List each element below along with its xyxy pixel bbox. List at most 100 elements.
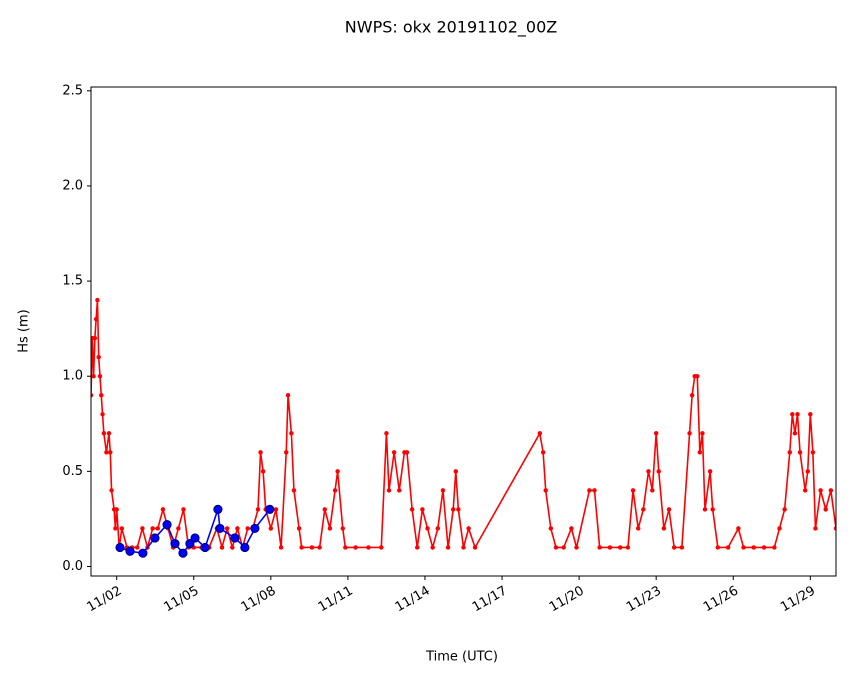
point [322,507,328,512]
point [802,488,808,493]
point [185,539,195,549]
point [91,373,96,379]
point [653,431,659,436]
point [671,545,677,550]
point [697,450,703,455]
point [224,526,230,531]
point [92,335,98,341]
x-tick-label: 11/05 [162,584,202,616]
point [472,545,478,550]
x-tick-label: 11/29 [778,584,818,616]
point [792,431,798,436]
point [104,450,109,455]
point [230,545,235,550]
point [787,450,793,455]
point [353,545,358,550]
point [597,545,602,550]
point [813,526,818,531]
point [379,545,384,550]
point [689,392,695,398]
point [289,431,294,436]
y-tick-label: 0.5 [62,464,83,479]
point [170,539,180,549]
point [178,548,188,558]
point [327,526,333,531]
point [561,545,566,550]
point [736,526,741,531]
point [808,412,813,417]
point [113,526,118,531]
x-tick-label: 11/14 [393,584,433,616]
point [190,533,200,543]
point [100,412,105,417]
point [607,545,613,550]
point [250,523,260,534]
series-line [91,300,836,551]
point [725,545,731,550]
point [245,526,250,531]
point [666,507,672,512]
point [255,507,261,512]
point [296,526,302,531]
point [125,546,135,556]
point [553,545,559,550]
point [440,488,446,493]
point [106,431,112,436]
point [702,507,708,512]
point [181,507,186,512]
point [93,316,99,322]
point [366,545,371,550]
point [795,412,800,417]
point [386,488,392,493]
point [461,545,466,550]
x-tick-label: 11/02 [84,584,124,616]
point [384,431,389,436]
point [687,431,692,436]
point [343,545,348,550]
chart-title: NWPS: okx 20191102_00Z [345,18,557,38]
point [695,373,700,379]
series [115,504,275,558]
point [646,469,651,474]
point [707,469,713,474]
point [751,545,757,550]
point [574,545,579,550]
point [265,504,275,515]
point [777,526,782,531]
point [656,469,661,474]
point [741,545,746,550]
point [138,548,148,558]
point [661,526,667,531]
point [450,507,456,512]
point [445,545,451,550]
point [415,545,420,550]
point [823,507,828,512]
point [715,545,721,550]
point [108,450,113,455]
point [268,526,274,531]
x-tick-label: 11/20 [547,584,587,616]
point [273,507,279,512]
point [162,520,172,530]
point [150,533,160,543]
point [466,526,471,531]
point [543,488,548,493]
point [797,450,803,455]
y-tick-label: 2.0 [62,178,83,193]
point [772,545,777,550]
point [617,545,623,550]
point [335,469,340,474]
point [592,488,597,493]
point [115,542,125,553]
point [548,526,554,531]
point [828,488,834,493]
point [805,469,810,474]
point [260,469,266,474]
point [160,507,166,512]
point [299,545,304,550]
point [332,488,338,493]
point [340,526,346,531]
y-tick-label: 1.0 [62,369,83,384]
point [391,450,397,455]
